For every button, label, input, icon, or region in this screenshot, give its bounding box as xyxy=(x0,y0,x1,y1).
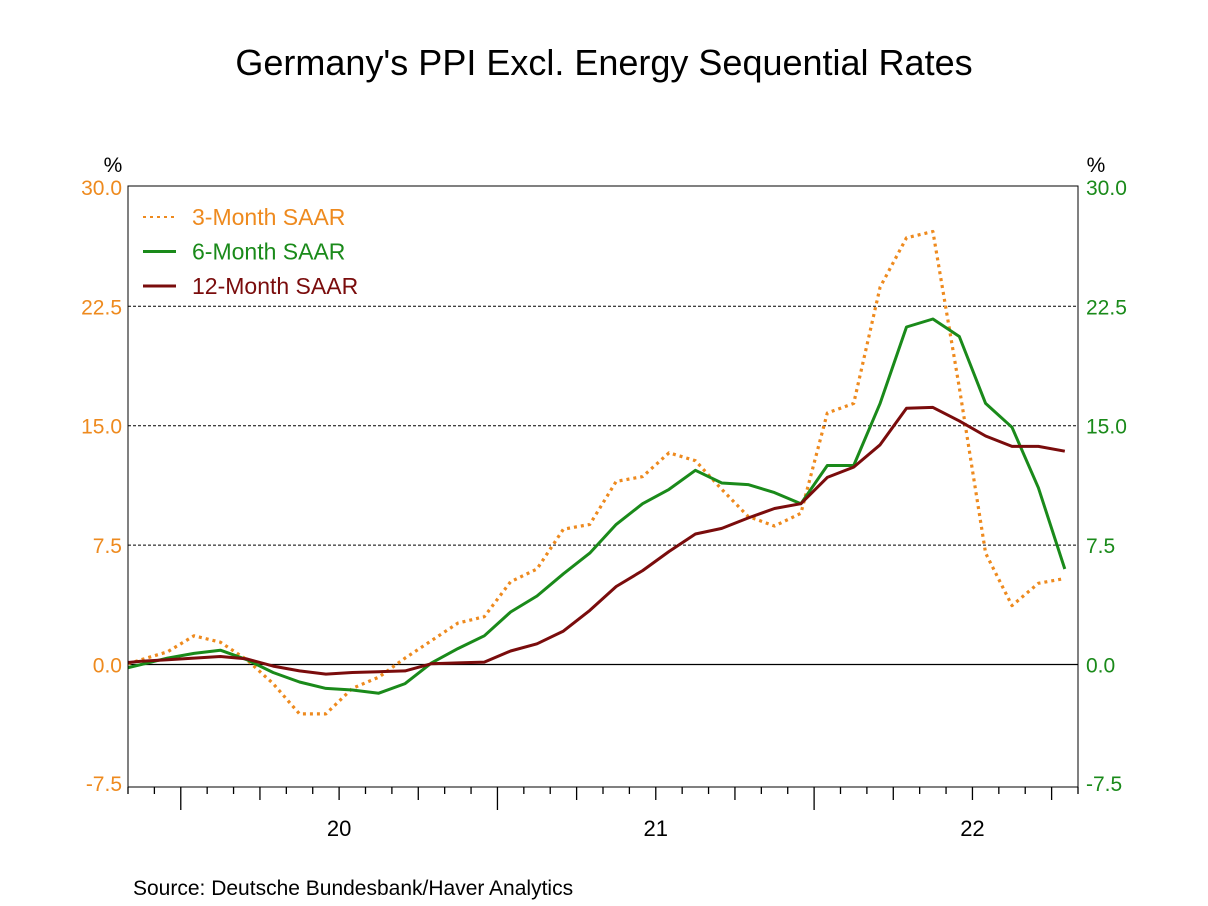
legend-label: 6-Month SAAR xyxy=(192,239,345,265)
right-tick-label: 30.0 xyxy=(1086,177,1127,200)
left-tick-label: 30.0 xyxy=(81,177,122,200)
right-axis: 30.0 22.5 15.0 7.5 0.0 -7.5 xyxy=(1086,177,1127,796)
right-tick-label: 7.5 xyxy=(1086,535,1115,558)
legend-label: 3-Month SAAR xyxy=(192,204,345,230)
legend-label: 12-Month SAAR xyxy=(192,273,358,299)
x-axis: 20 21 22 xyxy=(127,787,1079,841)
gridlines xyxy=(128,305,1078,666)
x-tick-label: 21 xyxy=(644,816,668,841)
chart-title: Germany's PPI Excl. Energy Sequential Ra… xyxy=(235,42,972,83)
left-tick-label: 7.5 xyxy=(93,535,122,558)
right-tick-label: 22.5 xyxy=(1086,296,1127,319)
series-lines xyxy=(128,229,1067,716)
series-line-6-month-saar xyxy=(128,317,1067,695)
right-tick-label: 15.0 xyxy=(1086,416,1127,439)
x-tick-label: 20 xyxy=(327,816,351,841)
left-axis: 30.0 22.5 15.0 7.5 0.0 -7.5 xyxy=(81,177,122,796)
right-tick-label: 0.0 xyxy=(1086,655,1115,678)
right-tick-label: -7.5 xyxy=(1086,773,1122,796)
left-tick-label: 0.0 xyxy=(93,655,122,678)
left-tick-label: -7.5 xyxy=(86,773,122,796)
left-axis-unit: % xyxy=(104,154,123,177)
x-tick-label: 22 xyxy=(960,816,984,841)
series-line-12-month-saar xyxy=(128,405,1066,676)
left-tick-label: 15.0 xyxy=(81,416,122,439)
right-axis-unit: % xyxy=(1087,154,1106,177)
left-tick-label: 22.5 xyxy=(81,296,122,319)
series-line-3-month-saar xyxy=(128,229,1066,716)
source-note: Source: Deutsche Bundesbank/Haver Analyt… xyxy=(133,877,573,900)
legend: 3-Month SAAR 6-Month SAAR 12-Month SAAR xyxy=(143,204,358,299)
plot-frame xyxy=(127,185,1079,788)
